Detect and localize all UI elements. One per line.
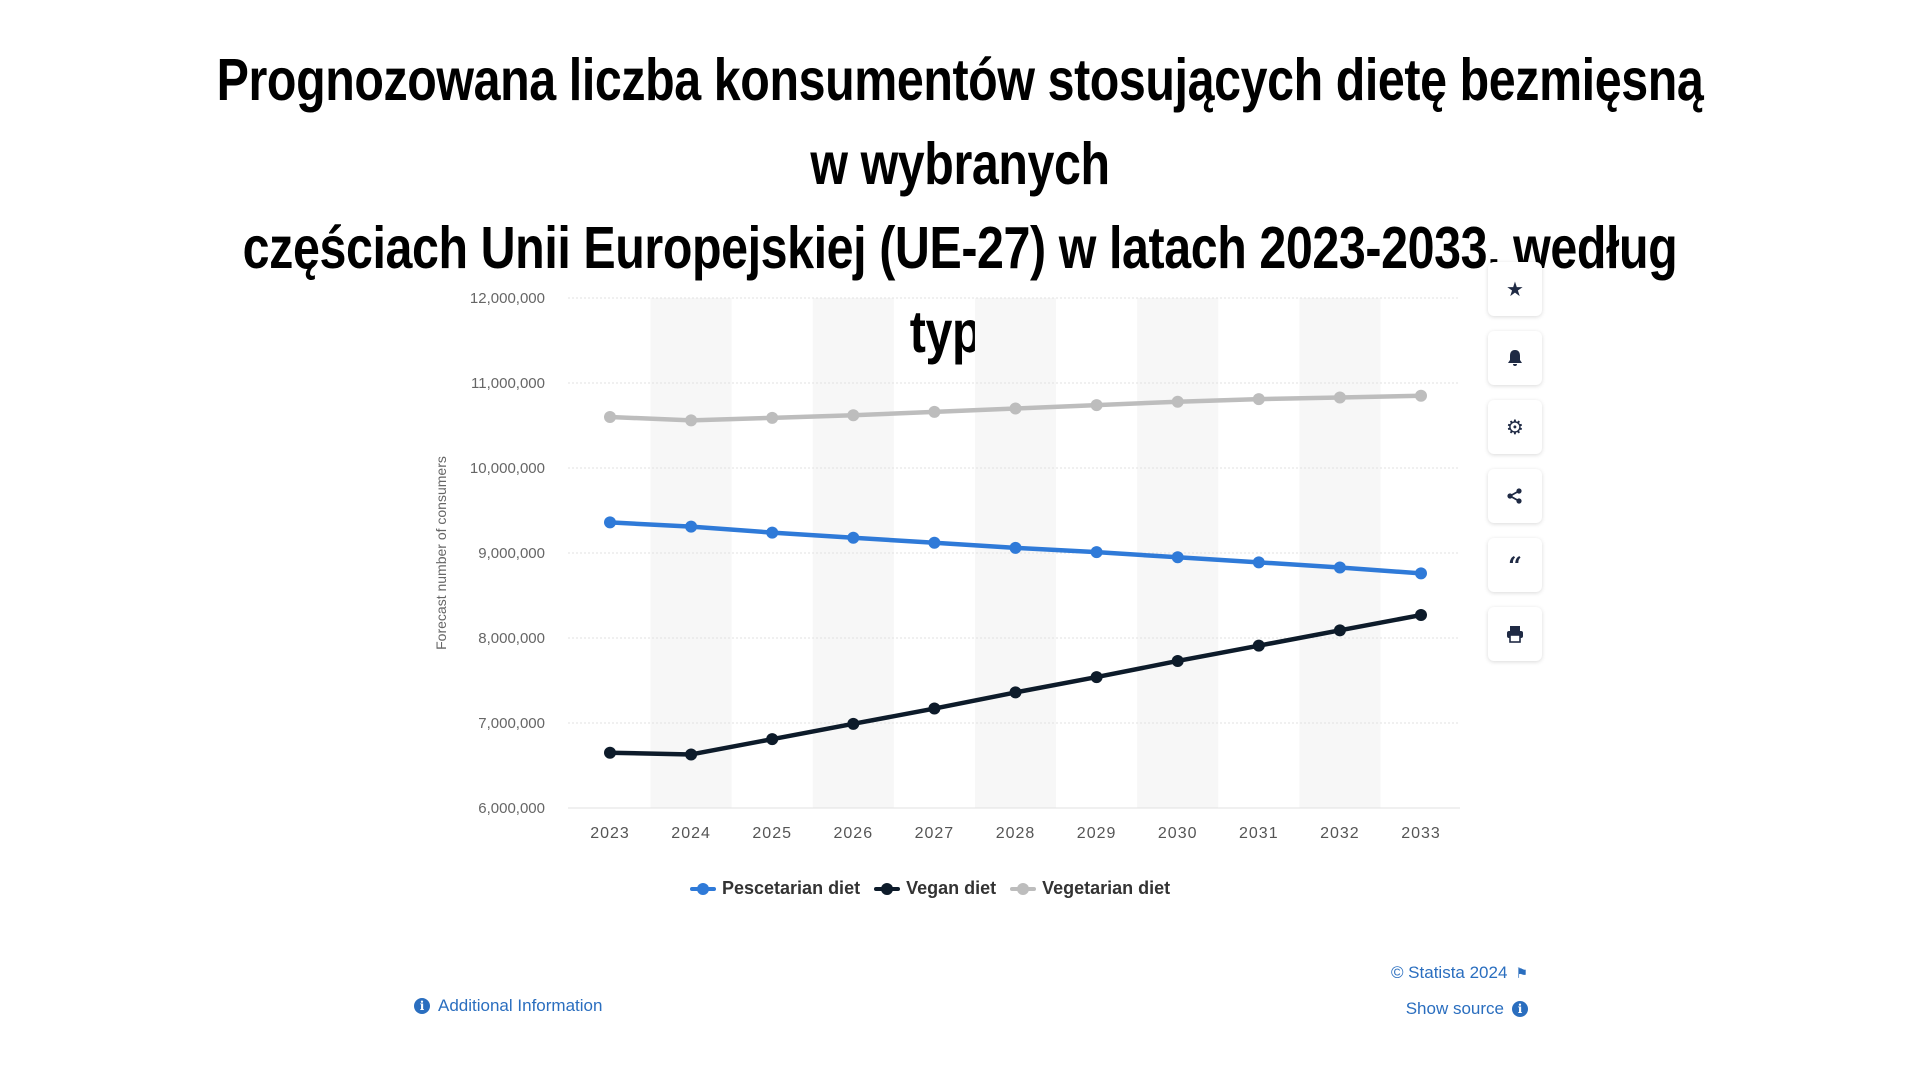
data-point — [1252, 393, 1265, 406]
data-point — [604, 516, 616, 529]
y-tick-label: 6,000,000 — [478, 800, 545, 817]
data-point — [1090, 399, 1103, 412]
legend-item[interactable]: Vegetarian diet — [1010, 878, 1170, 899]
column-band — [650, 298, 732, 808]
chart-legend: Pescetarian diet Vegan diet Vegetarian die… — [690, 878, 1170, 899]
bell-icon[interactable] — [1488, 331, 1542, 385]
data-point — [1333, 561, 1346, 574]
x-tick-label: 2033 — [1401, 825, 1441, 842]
flag-icon[interactable]: ⚑ — [1515, 964, 1528, 981]
y-tick-label: 11,000,000 — [471, 375, 545, 392]
chart-toolbar: ★ ⚙ “ — [1488, 262, 1546, 676]
x-tick-label: 2025 — [752, 825, 792, 842]
data-point — [766, 411, 779, 424]
data-point — [928, 405, 941, 418]
print-icon[interactable] — [1488, 607, 1542, 661]
additional-information-text: Additional Information — [438, 996, 603, 1015]
legend-label: Vegan diet — [906, 878, 997, 898]
data-point — [1333, 391, 1346, 404]
x-tick-label: 2031 — [1239, 825, 1279, 842]
data-point — [1009, 402, 1022, 415]
share-icon[interactable] — [1488, 469, 1542, 523]
data-point — [928, 536, 941, 549]
legend-item[interactable]: Pescetarian diet — [690, 878, 860, 899]
data-point — [928, 702, 941, 715]
data-point — [1171, 395, 1184, 408]
data-point — [1415, 389, 1427, 402]
x-tick-label: 2023 — [590, 825, 630, 842]
credit-text: © Statista 2024 — [1390, 963, 1508, 982]
data-point — [685, 748, 698, 761]
data-point — [847, 531, 860, 544]
legend-swatch — [1010, 882, 1037, 895]
data-point — [1333, 624, 1346, 637]
data-point — [1009, 541, 1022, 554]
x-tick-label: 2032 — [1320, 825, 1360, 842]
title-line-1: Prognozowana liczba konsumentów stosując… — [216, 47, 1704, 197]
data-point — [685, 414, 698, 427]
data-point — [1252, 556, 1265, 569]
x-tick-label: 2028 — [996, 825, 1036, 842]
x-tick-label: 2027 — [915, 825, 955, 842]
data-point — [685, 520, 698, 533]
info-icon: i — [1512, 1001, 1528, 1017]
additional-information-link[interactable]: i Additional Information — [414, 996, 602, 1016]
data-point — [1171, 551, 1184, 564]
data-point — [766, 526, 779, 539]
data-point — [847, 717, 860, 730]
x-tick-label: 2029 — [1077, 825, 1117, 842]
x-tick-label: 2026 — [834, 825, 874, 842]
data-point — [1415, 567, 1427, 580]
quote-icon[interactable]: “ — [1488, 538, 1542, 592]
y-tick-label: 10,000,000 — [470, 460, 545, 477]
statista-credit[interactable]: © Statista 2024 ⚑ — [1391, 963, 1528, 983]
info-icon: i — [414, 998, 430, 1014]
data-point — [766, 733, 779, 746]
legend-swatch — [874, 882, 901, 895]
y-tick-label: 9,000,000 — [478, 545, 545, 562]
data-point — [1252, 639, 1265, 652]
gear-icon[interactable]: ⚙ — [1488, 400, 1542, 454]
legend-swatch — [690, 882, 716, 895]
y-tick-label: 12,000,000 — [470, 290, 545, 307]
x-tick-label: 2024 — [671, 825, 711, 842]
data-point — [604, 411, 616, 423]
star-icon[interactable]: ★ — [1488, 262, 1542, 316]
y-tick-label: 8,000,000 — [478, 630, 545, 647]
data-point — [1009, 686, 1022, 699]
x-tick-label: 2030 — [1158, 825, 1198, 842]
y-axis-label: Forecast number of consumers — [433, 456, 449, 650]
show-source-link[interactable]: Show source i — [1406, 999, 1528, 1019]
data-point — [1090, 671, 1103, 684]
y-tick-label: 7,000,000 — [478, 715, 545, 732]
data-point — [1090, 546, 1103, 559]
show-source-text: Show source — [1405, 999, 1504, 1018]
legend-label: Vegetarian diet — [1042, 878, 1171, 898]
legend-label: Pescetarian diet — [722, 878, 861, 898]
data-point — [1171, 654, 1184, 667]
legend-item[interactable]: Vegan diet — [874, 878, 996, 899]
data-point — [1415, 609, 1427, 622]
data-point — [604, 746, 616, 759]
data-point — [847, 409, 860, 422]
